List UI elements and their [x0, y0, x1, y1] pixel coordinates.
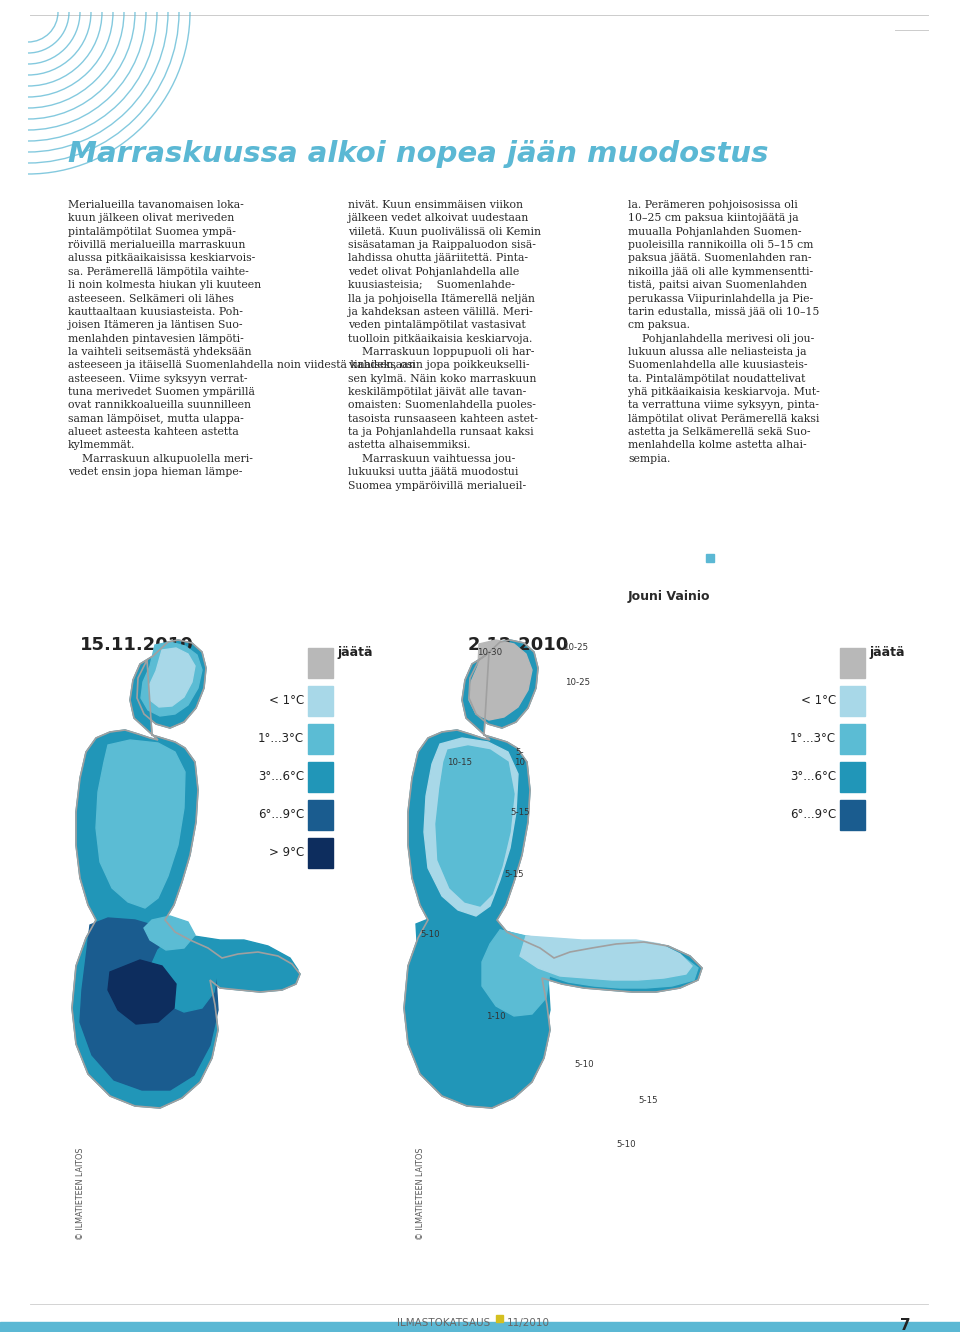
- Text: 5-15: 5-15: [638, 1096, 658, 1106]
- Bar: [308, 801, 333, 830]
- Text: 11/2010: 11/2010: [507, 1317, 550, 1328]
- Text: 3°...6°C: 3°...6°C: [790, 770, 836, 783]
- Text: 10-30: 10-30: [477, 647, 503, 657]
- Text: 10-25: 10-25: [565, 678, 590, 687]
- Polygon shape: [520, 936, 692, 980]
- Text: jäätä: jäätä: [337, 646, 372, 659]
- Polygon shape: [424, 738, 518, 916]
- Bar: [308, 762, 333, 793]
- Bar: [308, 686, 333, 717]
- Bar: [706, 554, 714, 562]
- Polygon shape: [412, 916, 550, 1090]
- Bar: [840, 686, 865, 717]
- Text: < 1°C: < 1°C: [269, 694, 304, 707]
- Bar: [496, 1315, 503, 1321]
- Text: la. Perämeren pohjoisosissa oli
10–25 cm paksua kiintojäätä ja
muualla Pohjanlah: la. Perämeren pohjoisosissa oli 10–25 cm…: [628, 200, 820, 464]
- Text: 5-
10: 5- 10: [515, 749, 525, 767]
- Bar: [308, 838, 333, 868]
- Bar: [0, 1321, 960, 1332]
- Text: Jouni Vainio: Jouni Vainio: [628, 590, 710, 603]
- Text: 5-15: 5-15: [510, 809, 530, 817]
- Text: © ILMATIETEEN LAITOS: © ILMATIETEEN LAITOS: [76, 1147, 85, 1240]
- Polygon shape: [141, 642, 202, 717]
- Text: > 9°C: > 9°C: [269, 847, 304, 859]
- Text: 5-10: 5-10: [574, 1060, 594, 1070]
- Polygon shape: [436, 746, 514, 906]
- Polygon shape: [404, 639, 702, 1108]
- Polygon shape: [469, 639, 532, 721]
- Text: 5-10: 5-10: [616, 1140, 636, 1150]
- Text: ILMASTOKATSAUS: ILMASTOKATSAUS: [396, 1317, 490, 1328]
- Polygon shape: [72, 639, 300, 1108]
- Polygon shape: [478, 645, 524, 702]
- Text: 5-15: 5-15: [504, 870, 524, 879]
- Polygon shape: [150, 938, 218, 1012]
- Text: 1°...3°C: 1°...3°C: [790, 733, 836, 746]
- Text: 2.12.2010: 2.12.2010: [468, 635, 569, 654]
- Text: Marraskuussa alkoi nopea jään muodostus: Marraskuussa alkoi nopea jään muodostus: [68, 140, 769, 168]
- Text: © ILMATIETEEN LAITOS: © ILMATIETEEN LAITOS: [416, 1147, 425, 1240]
- Polygon shape: [108, 960, 176, 1024]
- Text: 6°...9°C: 6°...9°C: [790, 809, 836, 822]
- Text: 10-15: 10-15: [447, 758, 472, 767]
- Bar: [840, 801, 865, 830]
- Text: jäätä: jäätä: [869, 646, 904, 659]
- Bar: [840, 725, 865, 754]
- Polygon shape: [482, 930, 550, 1016]
- Text: 7: 7: [900, 1317, 911, 1332]
- Text: 1-10: 1-10: [486, 1012, 506, 1022]
- Bar: [840, 647, 865, 678]
- Text: 15.11.2010: 15.11.2010: [80, 635, 194, 654]
- Polygon shape: [80, 918, 218, 1090]
- Polygon shape: [144, 916, 195, 950]
- Polygon shape: [96, 741, 185, 908]
- Text: 5-10: 5-10: [420, 930, 440, 939]
- Text: 6°...9°C: 6°...9°C: [257, 809, 304, 822]
- Text: 1°...3°C: 1°...3°C: [258, 733, 304, 746]
- Text: Merialueilla tavanomaisen loka-
kuun jälkeen olivat meriveden
pintalämpötilat Su: Merialueilla tavanomaisen loka- kuun jäl…: [68, 200, 416, 477]
- Polygon shape: [168, 928, 298, 984]
- Bar: [840, 762, 865, 793]
- Polygon shape: [149, 647, 195, 707]
- Text: 10-25: 10-25: [564, 643, 588, 651]
- Text: 3°...6°C: 3°...6°C: [258, 770, 304, 783]
- Bar: [308, 647, 333, 678]
- Text: < 1°C: < 1°C: [801, 694, 836, 707]
- Bar: [308, 725, 333, 754]
- Polygon shape: [500, 930, 698, 988]
- Text: nivät. Kuun ensimmäisen viikon
jälkeen vedet alkoivat uudestaan
viiletä. Kuun pu: nivät. Kuun ensimmäisen viikon jälkeen v…: [348, 200, 541, 490]
